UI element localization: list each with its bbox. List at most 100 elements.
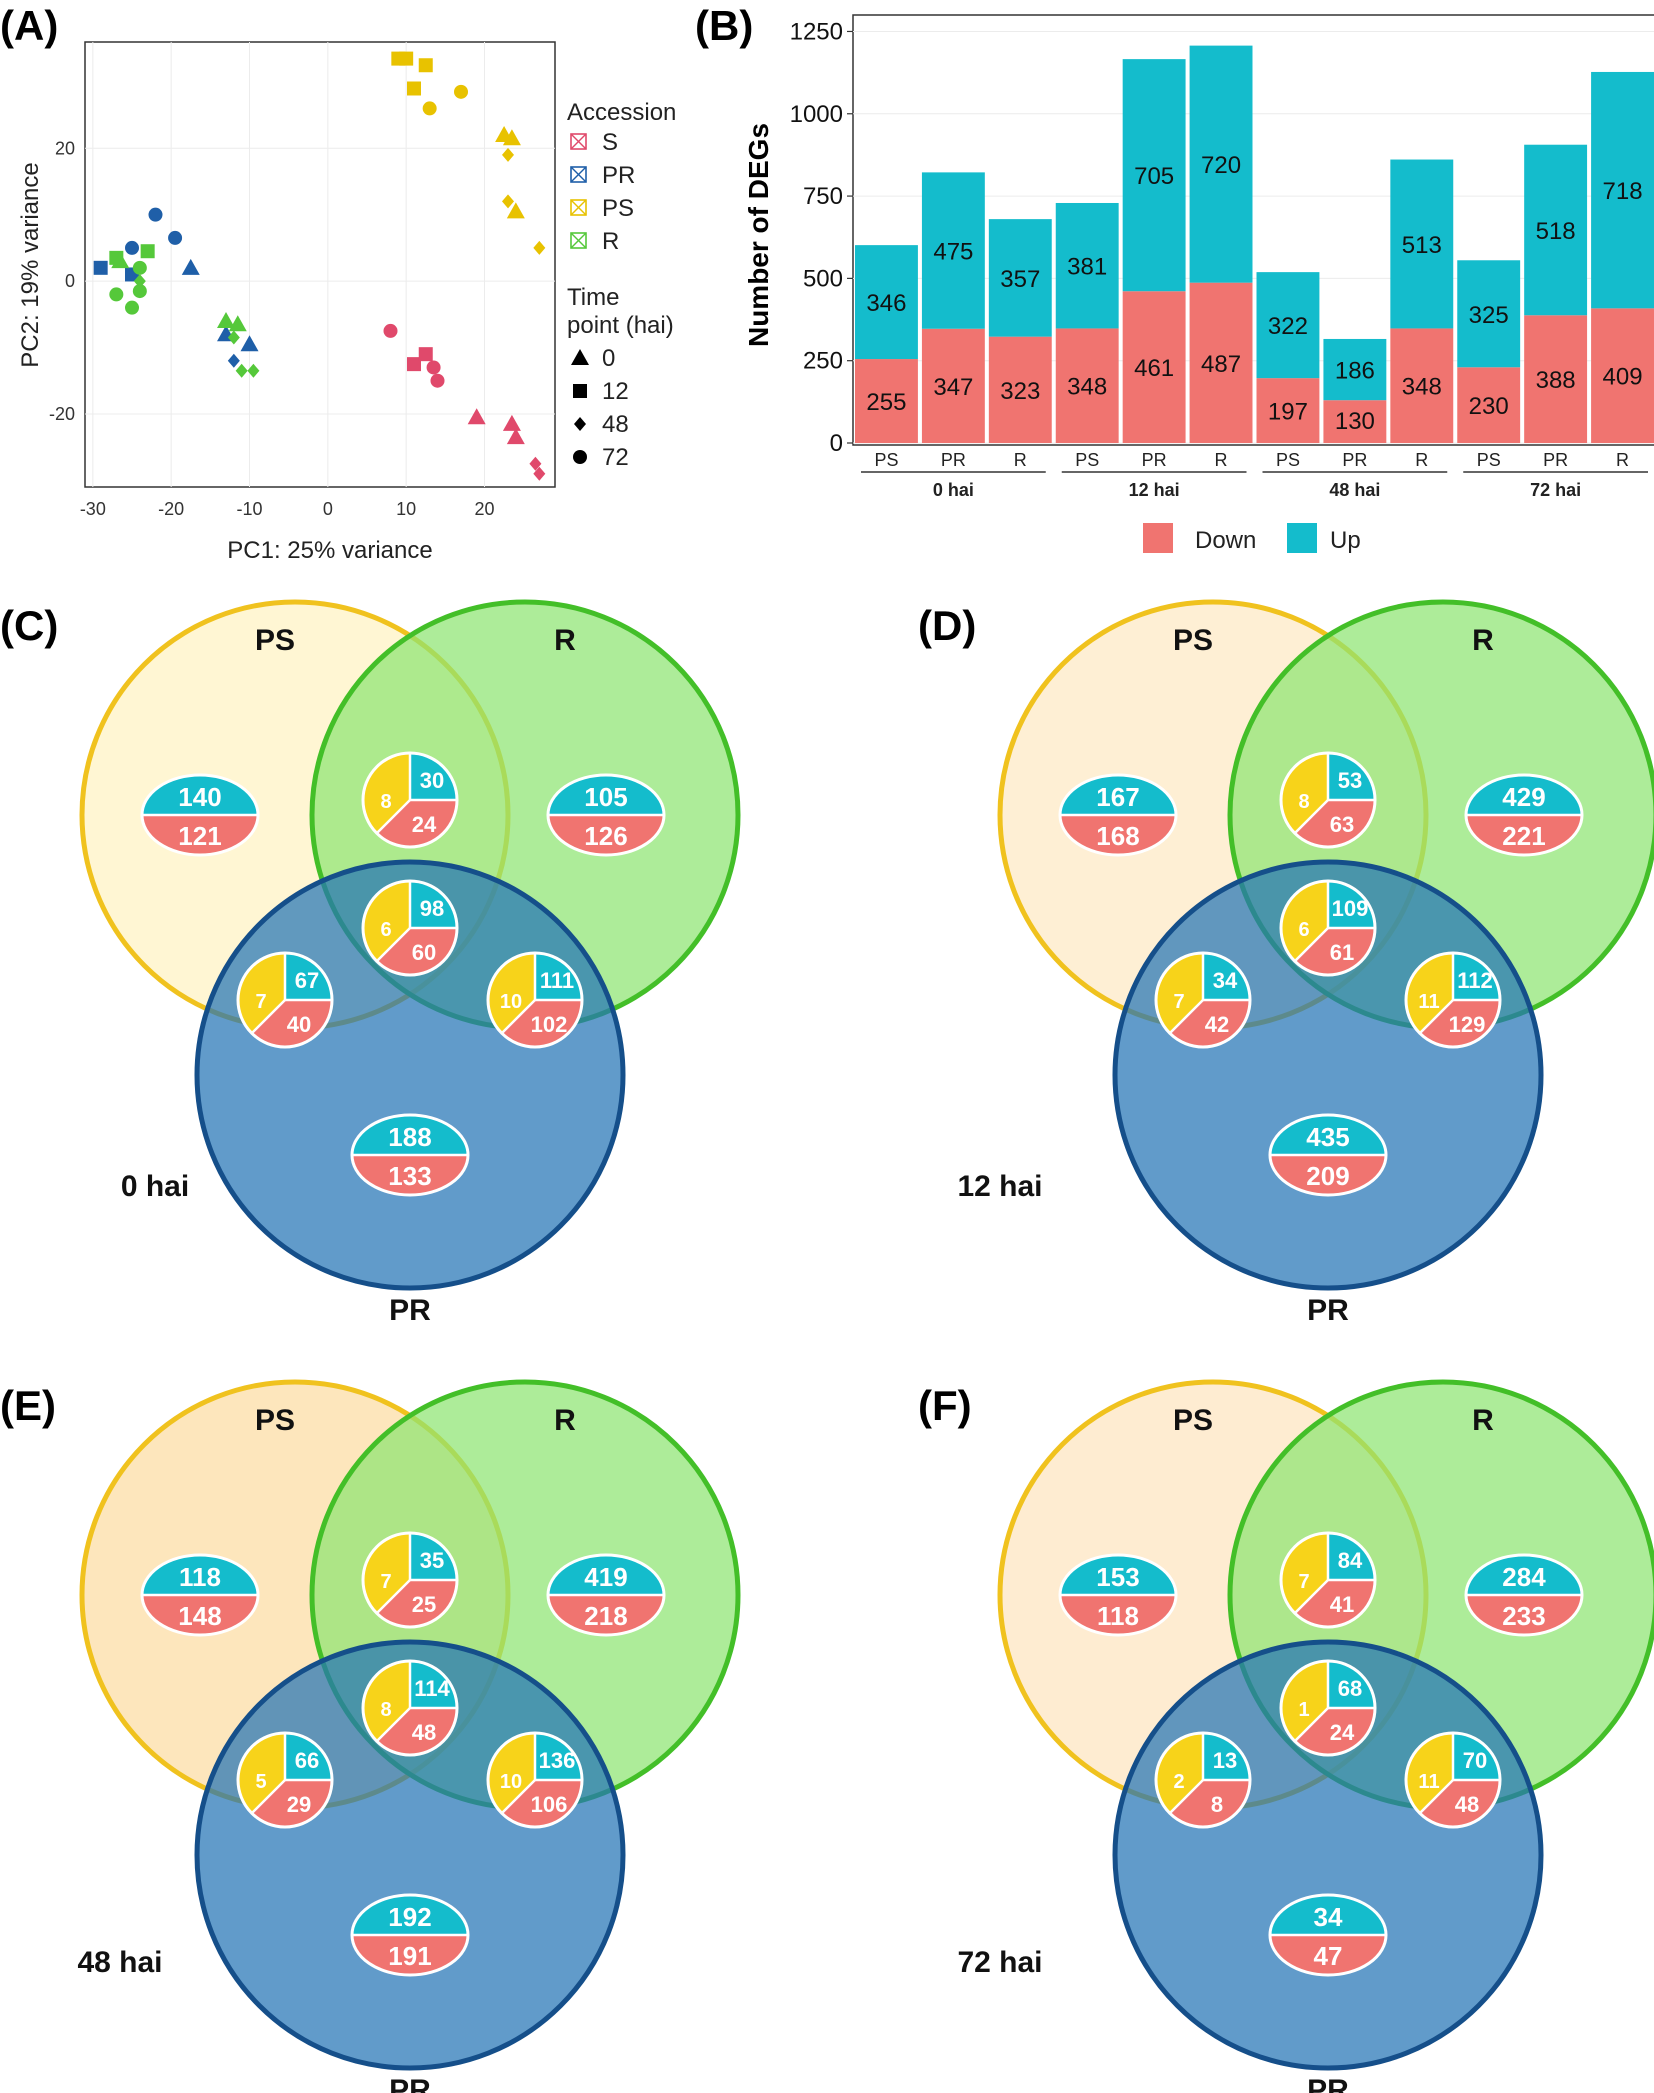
down-count: 29 — [287, 1792, 311, 1817]
yellow-slice — [362, 1660, 410, 1742]
legend-time-0: 0 — [571, 345, 615, 372]
legend-accession-pr: PR — [570, 162, 635, 189]
pca-x-tick-label: -30 — [80, 499, 106, 519]
down-count: 63 — [1330, 812, 1354, 837]
down-count: 24 — [1330, 1720, 1355, 1745]
venn-label-pr: PR — [1307, 1294, 1349, 1327]
bar-up-segment — [1457, 260, 1521, 368]
bar-down-segment — [1457, 367, 1521, 443]
bar-y-tick-label: 1000 — [790, 101, 843, 128]
up-count: 284 — [1502, 1562, 1546, 1592]
bar-down-value: 130 — [1335, 408, 1375, 435]
pca-x-tick-label: 0 — [323, 499, 333, 519]
panel-label-a: (A) — [0, 2, 58, 49]
pca-point — [422, 101, 437, 116]
pca-y-tick-label: -20 — [49, 404, 75, 424]
bar-x-tick-label: R — [1616, 450, 1629, 470]
up-count: 34 — [1314, 1902, 1343, 1932]
pca-point — [140, 244, 155, 259]
bar-y-tick-labels: 0 250 500 750 1000 1250 — [790, 18, 853, 457]
down-count: 48 — [412, 1720, 436, 1745]
bar-down-value: 255 — [866, 389, 906, 416]
pca-point — [454, 84, 468, 99]
bar-up-segment — [1189, 45, 1253, 283]
bar-up-segment — [1390, 159, 1454, 329]
yellow-slice — [1281, 1660, 1328, 1742]
up-half — [1060, 1555, 1176, 1595]
pca-tick-labels: -30 -20 -10 0 10 20 -20 0 20 — [49, 138, 495, 519]
pca-point — [399, 51, 414, 66]
venn-label-pr: PR — [1307, 2074, 1349, 2093]
bar-up-value: 718 — [1603, 178, 1643, 205]
bar-x-tick-label: PR — [941, 450, 966, 470]
region-r-pr: 10 111 102 — [486, 951, 584, 1049]
yellow-count: 8 — [1298, 791, 1309, 813]
bar-down-segment — [1390, 328, 1454, 443]
down-count: 126 — [584, 821, 627, 851]
down-count: 41 — [1330, 1592, 1354, 1617]
bar-down-value: 348 — [1067, 374, 1107, 401]
down-count: 221 — [1502, 821, 1545, 851]
legend-time-marker — [571, 349, 589, 365]
up-count: 68 — [1338, 1676, 1362, 1701]
bar-down-segment — [988, 336, 1052, 443]
pca-point — [181, 258, 200, 275]
region-ps-pr: 2 13 8 — [1154, 1731, 1252, 1829]
down-count: 118 — [1097, 1601, 1139, 1631]
up-count: 188 — [388, 1122, 431, 1152]
bar-up-value: 381 — [1067, 254, 1107, 281]
yellow-slice — [237, 953, 285, 1034]
bar-y-tick-label: 250 — [803, 348, 843, 375]
up-slice — [285, 953, 332, 1000]
legend-accession-label: R — [602, 228, 619, 255]
bar-x-tick-label: R — [1014, 450, 1027, 470]
pca-point — [227, 353, 240, 368]
venn-time-label: 72 hai — [957, 1946, 1042, 1979]
venn-label-r: R — [1472, 1404, 1494, 1437]
yellow-count: 11 — [1418, 991, 1439, 1013]
up-count: 30 — [420, 768, 444, 793]
up-count: 136 — [539, 1748, 576, 1773]
up-slice — [1453, 953, 1500, 1000]
venn-label-ps: PS — [1173, 1404, 1213, 1437]
up-count: 105 — [584, 782, 627, 812]
pca-point — [125, 300, 139, 315]
bar-marks: 255 346 347 475 323 357 348 381 461 705 487 720 197 3… — [855, 45, 1654, 443]
pca-point — [418, 347, 433, 362]
pca-point — [240, 335, 259, 352]
up-count: 112 — [1457, 968, 1493, 993]
up-half — [142, 775, 258, 815]
bar-down-value: 461 — [1134, 355, 1174, 382]
up-count: 70 — [1463, 1748, 1487, 1773]
bar-up-value: 325 — [1469, 302, 1509, 329]
down-count: 168 — [1096, 821, 1139, 851]
up-count: 114 — [414, 1676, 450, 1701]
up-slice — [1203, 1733, 1250, 1780]
pca-point — [502, 194, 514, 209]
pca-point — [506, 202, 525, 219]
yellow-count: 7 — [255, 991, 266, 1013]
down-slice — [376, 1708, 457, 1755]
yellow-slice — [362, 1532, 410, 1614]
yellow-slice — [363, 881, 410, 962]
up-count: 435 — [1306, 1122, 1349, 1152]
up-half — [352, 1895, 468, 1935]
up-half — [352, 1115, 468, 1155]
bar-x-tick-label: PS — [1276, 450, 1300, 470]
up-count: 192 — [388, 1902, 431, 1932]
up-count: 153 — [1096, 1562, 1139, 1592]
bar-down-segment — [1591, 308, 1654, 443]
bar-group-label: 12 hai — [1129, 480, 1180, 500]
pca-y-tick-label: 0 — [65, 271, 75, 291]
region-ps-r: 8 30 24 — [361, 751, 459, 849]
up-slice — [1328, 1661, 1375, 1708]
panel-label-b: (B) — [695, 2, 753, 49]
up-slice — [535, 953, 582, 1000]
bar-down-segment — [1189, 282, 1253, 443]
